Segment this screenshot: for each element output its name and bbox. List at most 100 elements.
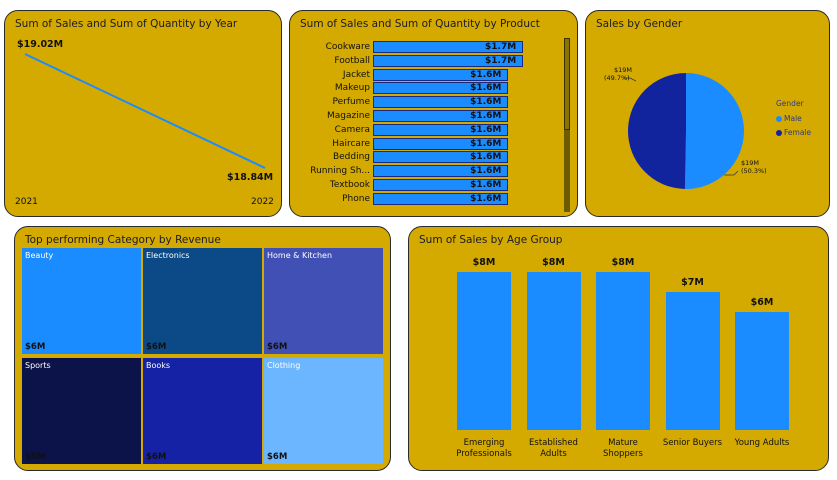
product-row: Football $1.7M (290, 54, 579, 67)
product-row: Makeup $1.6M (290, 82, 579, 95)
treemap-tile-value: $6M (146, 342, 167, 352)
treemap-tile-value: $6M (267, 342, 288, 352)
product-category-label: Running Sh... (310, 166, 370, 177)
product-category-label: Magazine (327, 111, 370, 121)
product-bar (373, 192, 509, 205)
product-row: Phone $1.6M (290, 192, 579, 205)
product-bar (373, 137, 509, 150)
male-leader-line (724, 170, 739, 176)
product-bar (373, 165, 509, 178)
pie-slice-female (628, 73, 686, 189)
product-bar (373, 54, 523, 67)
product-row: Perfume $1.6M (290, 96, 579, 109)
gender-card: Sales by Gender $19M (49.7%) $19M (50.3%) Ge… (585, 10, 830, 217)
legend-dot-female (776, 130, 782, 136)
product-category-label: Haircare (332, 138, 370, 149)
gender-card-title: Sales by Gender (596, 18, 683, 30)
age-value-label: $8M (472, 257, 496, 268)
age-category-label: Mature Shoppers (603, 438, 643, 459)
product-row: Cookware $1.7M (290, 41, 579, 53)
sales-trend-line (24, 53, 266, 169)
product-bar (373, 41, 523, 53)
product-category-label: Jacket (342, 69, 370, 80)
product-category-label: Cookware (325, 42, 370, 52)
product-value-label: $1.6M (470, 138, 502, 149)
product-value-label: $1.6M (470, 83, 502, 94)
product-value-label: $1.6M (470, 152, 502, 163)
product-value-label: $1.7M (485, 42, 517, 52)
age-bar (665, 291, 720, 430)
age-bar (735, 311, 789, 430)
pie-slice-male (684, 73, 745, 190)
age-value-label: $7M (681, 276, 704, 288)
product-value-label: $1.6M (470, 97, 502, 108)
treemap-tile-value: $6M (146, 452, 167, 462)
product-row: Running Sh... $1.6M (290, 165, 579, 178)
category-card: Top performing Category by Revenue Beaut… (14, 226, 391, 471)
treemap-tile-label: Electronics (146, 251, 190, 260)
age-bar (526, 272, 581, 430)
treemap-tile-value: $6M (25, 342, 46, 352)
product-category-label: Football (334, 55, 370, 66)
product-value-label: $1.6M (470, 166, 502, 177)
product-bar (373, 68, 509, 81)
product-value-label: $1.6M (470, 124, 502, 135)
treemap-tile-value: $6M (267, 452, 288, 462)
treemap-tile-beauty: Beauty $6M (21, 247, 142, 355)
legend-label-male: Male (784, 114, 802, 123)
male-value-label: $19M (741, 159, 760, 167)
x-tick-label-0: 2021 (15, 197, 38, 207)
treemap-tile-label: Books (146, 361, 171, 370)
product-row: Camera $1.6M (290, 123, 579, 136)
product-bar (373, 123, 509, 136)
product-bar (373, 96, 509, 109)
treemap-tile-books: Books $6M (142, 357, 263, 465)
product-category-label: Bedding (332, 152, 370, 163)
treemap-tile-value: $6M (25, 452, 46, 462)
product-category-label: Camera (334, 124, 370, 135)
treemap-tile-label: Sports (25, 361, 51, 370)
product-bar (373, 151, 509, 164)
treemap-tile-label: Home & Kitchen (267, 251, 333, 260)
year-data-label-1: $18.84M (227, 172, 274, 183)
product-row: Jacket $1.6M (290, 68, 579, 81)
age-category-label: Senior Buyers (662, 438, 723, 448)
treemap-tile-electronics: Electronics $6M (142, 247, 263, 355)
product-row: Bedding $1.6M (290, 151, 579, 164)
product-value-label: $1.6M (470, 69, 502, 80)
year-card-title: Sum of Sales and Sum of Quantity by Year (15, 18, 238, 30)
treemap-tile-sports: Sports $6M (21, 357, 142, 465)
age-card-title: Sum of Sales by Age Group (419, 234, 563, 246)
product-row: Haircare $1.6M (290, 137, 579, 150)
year-data-label-0: $19.02M (17, 39, 64, 50)
age-value-label: $6M (750, 296, 774, 308)
legend-dot-male (776, 116, 782, 122)
legend-label-female: Female (784, 128, 812, 137)
product-value-label: $1.6M (470, 180, 502, 190)
product-scrollbar-thumb[interactable] (564, 38, 570, 130)
treemap-tile-label: Beauty (25, 251, 54, 260)
product-row: Textbook $1.6M (290, 179, 579, 191)
male-percent-label: (50.3%) (741, 167, 767, 175)
product-value-label: $1.6M (470, 111, 502, 121)
age-category-label: Young Adults (734, 438, 790, 448)
age-value-label: $8M (542, 257, 565, 268)
product-category-label: Perfume (332, 97, 370, 108)
product-category-label: Makeup (334, 83, 370, 94)
age-bar (596, 272, 650, 430)
product-card: Sum of Sales and Sum of Quantity by Prod… (289, 10, 578, 217)
age-category-label: Emerging Professionals (456, 438, 512, 459)
product-category-label: Phone (342, 193, 370, 204)
product-row: Magazine $1.6M (290, 110, 579, 122)
year-line-chart (24, 53, 266, 169)
product-bar (373, 82, 509, 95)
product-value-label: $1.7M (485, 55, 517, 66)
age-card: Sum of Sales by Age Group $8M Emerging Pr… (408, 226, 829, 471)
age-category-label: Established Adults (529, 438, 578, 459)
product-card-title: Sum of Sales and Sum of Quantity by Prod… (300, 18, 540, 30)
gender-pie-chart (624, 73, 782, 190)
age-value-label: $8M (611, 257, 635, 268)
age-bar (457, 272, 511, 430)
treemap-tile-label: Clothing (267, 361, 301, 370)
product-bar (373, 179, 509, 191)
